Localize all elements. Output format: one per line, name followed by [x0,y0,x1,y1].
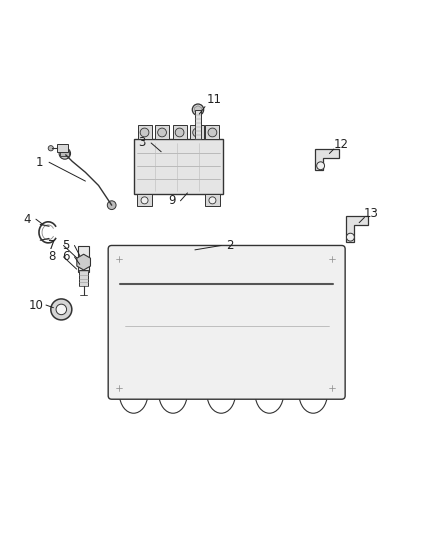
Circle shape [288,280,295,287]
Text: 4: 4 [23,213,31,225]
Circle shape [140,128,149,137]
Text: 2: 2 [226,239,234,252]
Text: 12: 12 [333,138,348,151]
Circle shape [124,286,152,314]
FancyBboxPatch shape [108,246,345,399]
Bar [60,151,69,156]
Circle shape [229,281,240,292]
Bar [132,280,144,292]
Text: 8: 8 [48,251,55,263]
Bar [155,125,169,140]
Circle shape [170,292,185,308]
Circle shape [114,383,124,393]
Text: 7: 7 [48,239,56,252]
Circle shape [59,148,71,159]
Text: 11: 11 [206,93,221,106]
Circle shape [192,104,204,115]
Bar [134,140,223,194]
Circle shape [286,281,297,292]
Polygon shape [194,106,201,114]
Circle shape [327,383,337,393]
Circle shape [283,292,299,308]
Text: 10: 10 [28,298,43,312]
Bar [195,110,201,140]
Circle shape [158,128,166,137]
Circle shape [48,146,53,151]
Circle shape [327,254,337,263]
Bar [205,125,219,140]
Circle shape [130,292,146,308]
Circle shape [175,128,184,137]
Text: 3: 3 [139,136,146,149]
Circle shape [141,197,148,204]
Circle shape [133,281,143,292]
Circle shape [317,162,325,169]
Circle shape [51,299,72,320]
Polygon shape [315,149,339,170]
Circle shape [220,286,248,314]
Bar [57,144,68,152]
Text: 13: 13 [364,207,379,220]
Circle shape [226,292,242,308]
Circle shape [163,286,191,314]
Circle shape [231,280,238,287]
Text: 6: 6 [62,251,70,263]
Bar [190,125,204,140]
Text: 1: 1 [35,156,43,169]
Circle shape [193,128,201,137]
Polygon shape [346,216,368,243]
Circle shape [208,128,217,137]
Bar [171,280,184,292]
Bar [228,280,240,292]
Bar [173,125,187,140]
Circle shape [107,201,116,209]
Circle shape [277,286,305,314]
Polygon shape [77,254,91,270]
Circle shape [114,254,124,263]
Circle shape [346,233,354,241]
Circle shape [134,280,141,287]
Bar [79,270,88,286]
Bar [205,194,220,206]
Bar [78,246,89,272]
Bar [285,280,297,292]
Bar [123,258,331,354]
Bar [138,125,152,140]
Text: 9: 9 [168,195,176,207]
Circle shape [209,197,216,204]
Circle shape [172,281,183,292]
Circle shape [56,304,67,314]
Text: 5: 5 [62,239,69,252]
Circle shape [174,280,181,287]
Bar [137,194,152,206]
